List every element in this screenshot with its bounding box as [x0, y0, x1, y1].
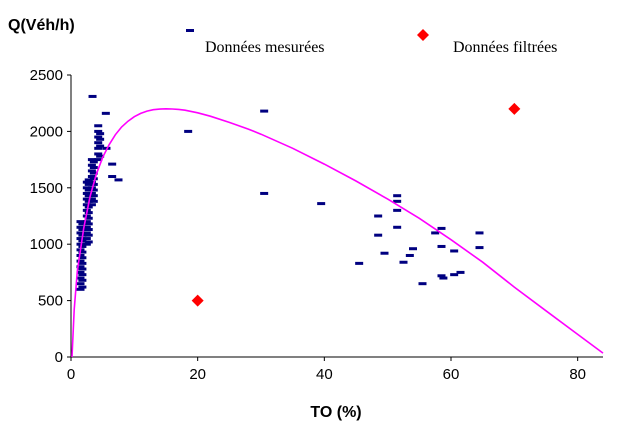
- legend-filtered-marker: [417, 29, 429, 41]
- data-point-measured: [77, 282, 85, 285]
- data-point-measured: [89, 95, 97, 98]
- y-tick-label: 2500: [30, 67, 63, 84]
- legend-filtered-label: Données filtrées: [453, 39, 557, 56]
- fitted-curve: [72, 109, 603, 357]
- data-point-measured: [102, 112, 110, 115]
- y-tick-label: 1500: [30, 180, 63, 197]
- data-point-measured: [355, 262, 363, 265]
- data-point-measured: [393, 226, 401, 229]
- data-point-measured: [393, 209, 401, 212]
- data-point-measured: [400, 261, 408, 264]
- data-point-measured: [83, 237, 91, 240]
- x-tick-label: 0: [67, 366, 75, 383]
- data-point-measured: [78, 262, 86, 265]
- data-point-measured: [78, 286, 86, 289]
- data-point-filtered: [508, 103, 520, 115]
- x-tick-label: 80: [569, 366, 586, 383]
- data-point-measured: [419, 282, 427, 285]
- data-point-measured: [260, 110, 268, 113]
- data-point-measured: [374, 215, 382, 218]
- data-point-measured: [78, 279, 86, 282]
- data-point-measured: [184, 130, 192, 133]
- data-point-measured: [108, 175, 116, 178]
- data-point-measured: [96, 132, 104, 135]
- data-point-filtered: [192, 295, 204, 307]
- data-point-measured: [115, 178, 123, 181]
- legend: Données mesurées Données filtrées: [186, 29, 557, 56]
- y-tick-label: 0: [55, 349, 63, 366]
- data-point-measured: [393, 194, 401, 197]
- data-point-measured: [317, 202, 325, 205]
- data-point-measured: [476, 231, 484, 234]
- data-point-measured: [438, 245, 446, 248]
- data-point-measured: [450, 249, 458, 252]
- data-point-measured: [381, 252, 389, 255]
- legend-measured-label: Données mesurées: [205, 39, 325, 56]
- data-point-measured: [90, 166, 98, 169]
- plot-area: 0 500 1000 1500 2000 2500 0 20 40 60 80: [30, 67, 603, 383]
- data-point-measured: [90, 200, 98, 203]
- x-tick-label: 60: [443, 366, 460, 383]
- data-point-measured: [476, 246, 484, 249]
- data-point-measured: [78, 268, 86, 271]
- data-point-measured: [96, 138, 104, 141]
- data-point-measured: [85, 222, 93, 225]
- data-point-measured: [409, 247, 417, 250]
- data-point-measured: [439, 277, 447, 280]
- x-axis-title: TO (%): [310, 404, 361, 421]
- x-tick-label: 40: [316, 366, 333, 383]
- data-point-measured: [85, 240, 93, 243]
- data-point-measured: [78, 273, 86, 276]
- data-point-measured: [94, 124, 102, 127]
- data-point-measured: [108, 163, 116, 166]
- data-point-measured: [85, 234, 93, 237]
- x-tick-label: 20: [189, 366, 206, 383]
- data-point-measured: [457, 271, 465, 274]
- data-point-measured: [438, 227, 446, 230]
- y-axis-title: Q(Véh/h): [8, 17, 75, 34]
- y-tick-label: 1000: [30, 236, 63, 253]
- data-point-measured: [94, 141, 102, 144]
- data-point-measured: [406, 254, 414, 257]
- data-point-measured: [260, 192, 268, 195]
- data-point-measured: [431, 231, 439, 234]
- data-point-measured: [90, 177, 98, 180]
- data-point-measured: [374, 234, 382, 237]
- y-tick-label: 500: [38, 293, 63, 310]
- data-point-measured: [85, 228, 93, 231]
- y-tick-label: 2000: [30, 123, 63, 140]
- legend-measured-marker: [186, 29, 194, 32]
